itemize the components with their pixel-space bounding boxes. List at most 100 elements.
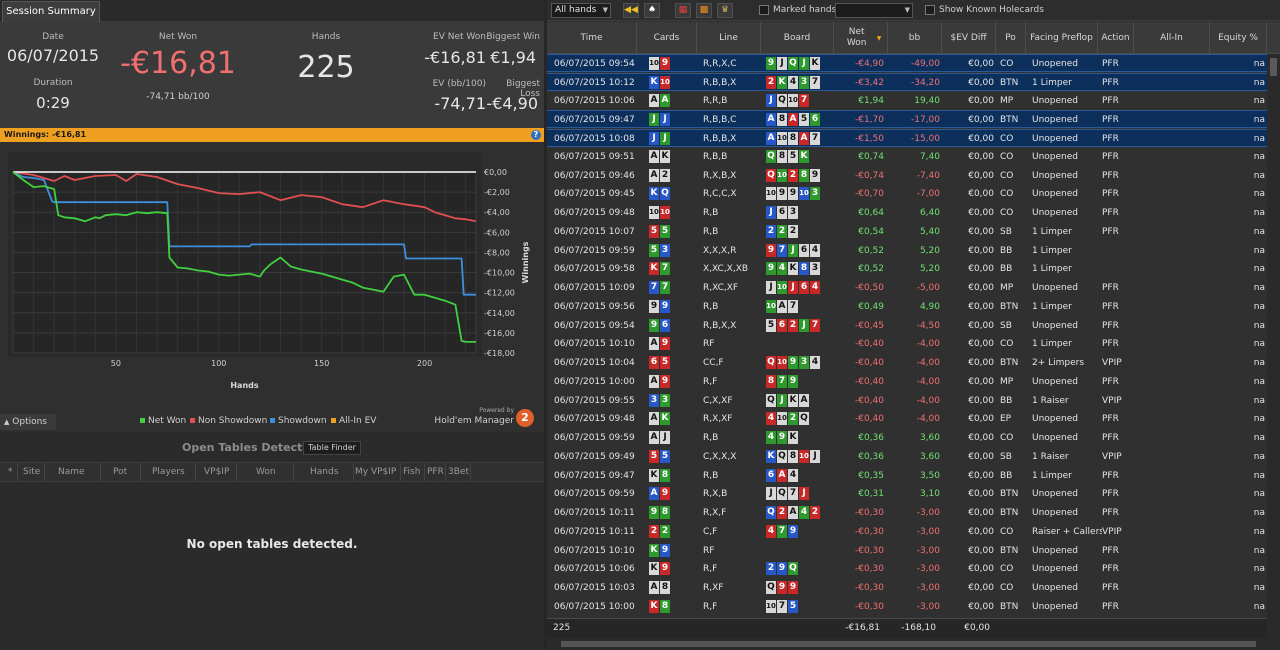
col-won[interactable]: Won (256, 467, 276, 477)
playing-card: 2 (777, 224, 787, 238)
col-my-vpip[interactable]: My VP$IP (355, 467, 397, 477)
table-row[interactable]: 06/07/2015 09:47 J J R,B,B,C A 8 A 5 6 -€1,70 -17,… (547, 110, 1267, 129)
table-row[interactable]: 06/07/2015 10:03 A 8 R,XF Q 9 9 -€0,30 -3,00 €0,0… (547, 579, 1267, 597)
playing-card: 7 (810, 318, 820, 332)
table-row[interactable]: 06/07/2015 10:06 K 9 R,F 2 9 Q -€0,30 -3,00 €0,00… (547, 560, 1267, 578)
col-vpip[interactable]: VP$IP (204, 467, 230, 477)
col-star[interactable]: * (8, 467, 13, 477)
col-bb[interactable]: bb (888, 22, 942, 54)
table-row[interactable]: 06/07/2015 10:09 7 7 R,XC,XF J 10 J 6 4 -€0,50 -5,… (547, 279, 1267, 297)
cards-icon[interactable]: ♠ (644, 3, 660, 18)
marked-hands-select[interactable]: ▼ (835, 3, 913, 18)
col-position[interactable]: Po (996, 22, 1026, 54)
col-action[interactable]: Action (1098, 22, 1134, 54)
x-tick-label: 200 (417, 359, 432, 368)
cell: €0,00 (968, 301, 994, 312)
hscroll-thumb[interactable] (561, 641, 1256, 647)
playing-card: K (788, 431, 798, 444)
playing-card: 6 (799, 243, 809, 257)
table-row[interactable]: 06/07/2015 10:00 A 9 R,F 8 7 9 -€0,40 -4,00 €0,00… (547, 373, 1267, 391)
bar-chart-icon[interactable]: ▩ (696, 3, 712, 18)
scroll-thumb[interactable] (1270, 58, 1277, 76)
show-holecards-checkbox[interactable] (925, 5, 935, 15)
playing-card: J (788, 281, 798, 294)
col-3bet[interactable]: 3Bet (448, 467, 469, 477)
table-row[interactable]: 06/07/2015 10:10 K 9 RF -€0,30 -3,00 €0,00 BTN U… (547, 542, 1267, 560)
y-axis-label: Winnings (521, 241, 530, 283)
table-row[interactable]: 06/07/2015 09:59 A J R,B 4 9 K €0,36 3,60 €0,00 CO… (547, 429, 1267, 447)
table-row[interactable]: 06/07/2015 09:48 1010 R,B J 6 3 €0,64 6,40 €0,00… (547, 204, 1267, 222)
vertical-scrollbar[interactable] (1267, 54, 1280, 639)
col-name[interactable]: Name (58, 467, 85, 477)
cell: na (1253, 134, 1265, 144)
table-row[interactable]: 06/07/2015 10:08 J J R,B,B,X A 10 8 A 7 -€1,50 -15… (547, 129, 1267, 147)
table-row[interactable]: 06/07/2015 09:59 5 3 X,X,X,R 9 7 J 6 4 €0,52 5,20 €… (547, 242, 1267, 260)
board-cards: 10 7 5 (766, 598, 834, 616)
col-allin[interactable]: All-In (1134, 22, 1210, 54)
table-row[interactable]: 06/07/2015 09:49 5 5 C,X,X,X K Q 8 10 J €0,36 3,60… (547, 448, 1267, 466)
col-fish[interactable]: Fish (403, 467, 421, 477)
col-cards[interactable]: Cards (637, 22, 697, 54)
horizontal-scrollbar[interactable] (547, 638, 1280, 650)
playing-card: Q (777, 487, 787, 501)
rewind-icon[interactable]: ◀◀ (623, 3, 639, 18)
tab-session-summary[interactable]: Session Summary (2, 1, 100, 22)
playing-card: 9 (777, 187, 787, 201)
playing-card: 3 (660, 393, 670, 407)
hand-filter-select[interactable]: All hands ▼ (551, 3, 611, 18)
col-ev-diff[interactable]: $EV Diff (942, 22, 996, 54)
table-row[interactable]: 06/07/2015 10:04 6 5 CC,F Q 10 9 3 4 -€0,40 -4,00 €… (547, 354, 1267, 372)
options-button[interactable]: ▲ Options (0, 414, 56, 430)
col-facing-preflop[interactable]: Facing Preflop (1026, 22, 1098, 54)
trophy-icon[interactable]: ♛ (717, 3, 733, 18)
col-board[interactable]: Board (761, 22, 834, 54)
playing-card: 9 (788, 374, 798, 388)
table-row[interactable]: 06/07/2015 10:07 5 5 R,B 2 2 2 €0,54 5,40 €0,00 SB… (547, 223, 1267, 241)
table-row[interactable]: 06/07/2015 09:54 9 6 R,B,X,X 5 6 2 J 7 -€0,45 -4,5… (547, 317, 1267, 335)
cell: PFR (1102, 339, 1119, 350)
cell: RF (703, 545, 715, 556)
table-row[interactable]: 06/07/2015 10:11 2 2 C,F 4 7 9 -€0,30 -3,00 €0,00… (547, 523, 1267, 541)
cell: C,X,XF (703, 395, 733, 406)
table-row[interactable]: 06/07/2015 09:58 K 7 X,XC,X,XB 9 4 K 8 3 €0,52 5,2… (547, 260, 1267, 278)
col-pot[interactable]: Pot (113, 467, 128, 477)
col-hands[interactable]: Hands (310, 467, 339, 477)
table-finder-button[interactable]: Table Finder (303, 441, 361, 455)
col-players[interactable]: Players (152, 467, 185, 477)
table-row[interactable]: 06/07/2015 10:00 K 8 R,F 10 7 5 -€0,30 -3,00 €0,0… (547, 598, 1267, 616)
col-equity[interactable]: Equity % (1210, 22, 1267, 54)
table-row[interactable]: 06/07/2015 09:55 3 3 C,X,XF Q J K A -€0,40 -4,00 €… (547, 392, 1267, 410)
table-row[interactable]: 06/07/2015 09:48 A K R,X,XF 4 10 2 Q -€0,40 -4,00… (547, 410, 1267, 428)
cell: Unopened (1032, 283, 1079, 293)
grid-icon[interactable]: ▦ (675, 3, 691, 18)
col-time[interactable]: Time (547, 22, 637, 54)
cell: EP (1000, 414, 1012, 425)
table-row[interactable]: 06/07/2015 10:12 K 10 R,B,B,X 2 K 4 3 7 -€3,42 -34… (547, 72, 1267, 91)
table-row[interactable]: 06/07/2015 09:59 A 9 R,X,B J Q 7 J €0,31 3,10 €0,0… (547, 485, 1267, 503)
cell: -€0,74 (854, 170, 884, 181)
table-row[interactable]: 06/07/2015 09:45 K Q R,C,C,X 10 9 9 10 3 -€0,70 -7… (547, 185, 1267, 203)
cell: na (1253, 395, 1265, 406)
col-pfr[interactable]: PFR (427, 467, 444, 477)
playing-card: J (660, 431, 670, 444)
table-row[interactable]: 06/07/2015 10:10 A 9 RF -€0,40 -4,00 €0,00 CO 1 … (547, 335, 1267, 353)
cell: Unopened (1032, 376, 1079, 387)
table-row[interactable]: 06/07/2015 09:47 K 8 R,B 6 A 4 €0,35 3,50 €0,00 BB… (547, 467, 1267, 485)
series-line-non-showdown (12, 171, 477, 223)
table-row[interactable]: 06/07/2015 09:46 A 2 R,X,B,X Q 10 2 8 9 -€0,74 -7,… (547, 167, 1267, 185)
playing-card: 9 (766, 243, 776, 257)
table-row[interactable]: 06/07/2015 09:56 9 9 R,B 10 A 7 €0,49 4,90 €0,00 B… (547, 298, 1267, 316)
table-row[interactable]: 06/07/2015 09:51 A K R,B,B Q 8 5 K €0,74 7,40 €0,0… (547, 148, 1267, 166)
col-net-won[interactable]: Net Won ▼ (834, 22, 888, 54)
table-row[interactable]: 06/07/2015 10:11 9 8 R,X,F Q 2 A 4 2 -€0,30 -3,00 €… (547, 504, 1267, 522)
col-site[interactable]: Site (23, 467, 41, 477)
y-tick-label: -€6,00 (484, 228, 510, 237)
col-line[interactable]: Line (697, 22, 761, 54)
help-icon[interactable]: ? (531, 130, 541, 140)
marked-hands-checkbox[interactable] (759, 5, 769, 15)
table-row[interactable]: 06/07/2015 09:54 10 9 R,R,X,C 9 J Q J K -€4,90 -49… (547, 54, 1267, 72)
table-row[interactable]: 06/07/2015 10:06 A A R,R,B J Q 10 7 €1,94 19,40 €0… (547, 92, 1267, 110)
playing-card: J (649, 132, 659, 145)
